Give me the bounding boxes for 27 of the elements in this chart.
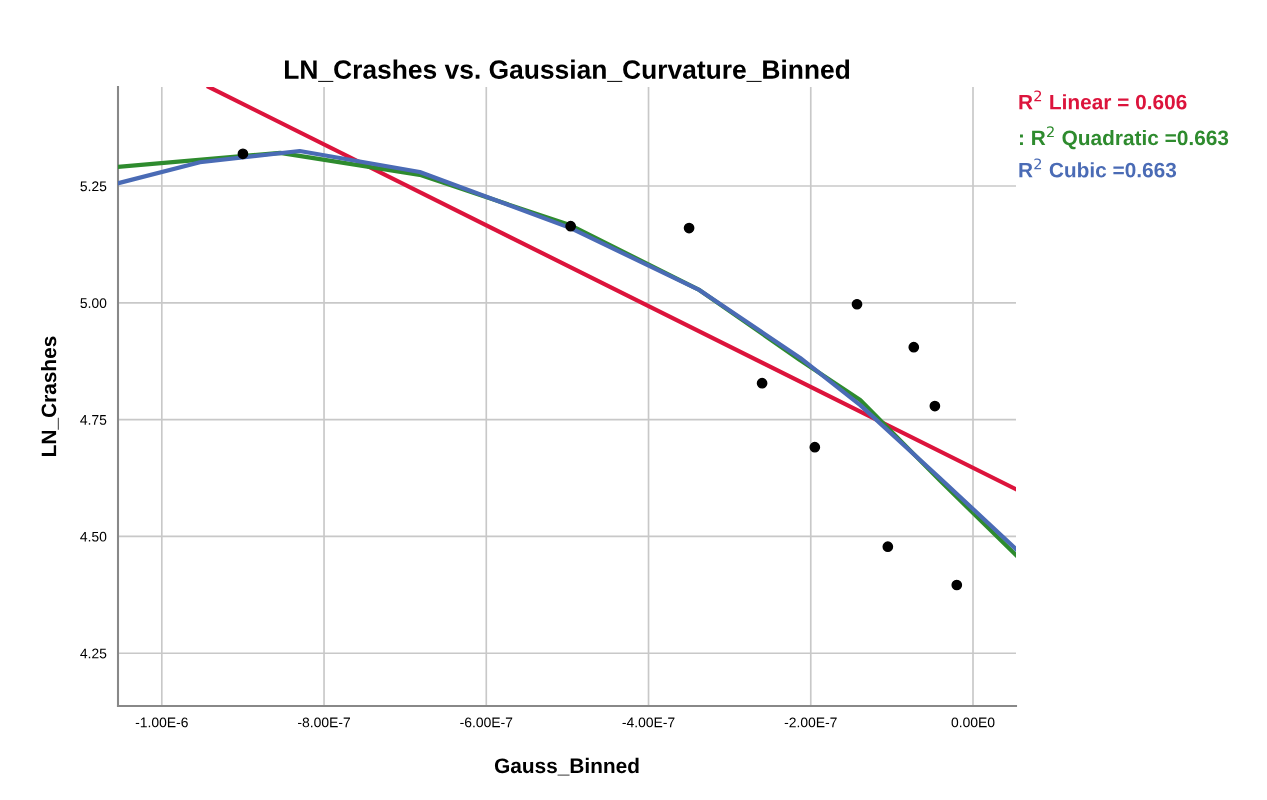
point <box>908 341 920 353</box>
text: R$^{2}$ Cubic =0.663 <box>1019 158 1177 178</box>
y-tick-label: 4.50 <box>80 531 107 542</box>
point <box>237 148 249 160</box>
chart-title: LN_Crashes vs. Gaussian_Curvature_Binned <box>284 59 850 82</box>
text: R$^{2}$ Linear = 0.606 <box>1019 90 1187 110</box>
x-tick-label: -2.00E-7 <box>784 717 837 728</box>
x-axis-title: Gauss_Binned <box>494 757 639 776</box>
x-tick-label: -4.00E-7 <box>622 717 675 728</box>
x-tick-label: -1.00E-6 <box>135 717 188 728</box>
y-tick-label: 5.25 <box>80 181 107 192</box>
point <box>809 441 821 453</box>
y-tick-label: 4.75 <box>80 415 107 425</box>
point <box>756 377 768 389</box>
point <box>851 298 863 310</box>
y-tick-label: 5.00 <box>80 298 107 308</box>
text: : R$^{2}$ Quadratic =0.663 <box>1020 126 1229 150</box>
x-tick-label: -8.00E-7 <box>298 717 350 728</box>
x-tick-label: 0.00E0 <box>951 717 995 728</box>
point <box>951 579 963 591</box>
x-tick-label: -6.00E-7 <box>460 717 513 728</box>
point <box>565 220 577 232</box>
point <box>929 400 941 412</box>
point <box>882 541 894 553</box>
y-axis-title: LN_Crashes <box>40 336 59 456</box>
y-tick-label: 4.25 <box>80 648 107 659</box>
point <box>683 222 695 234</box>
